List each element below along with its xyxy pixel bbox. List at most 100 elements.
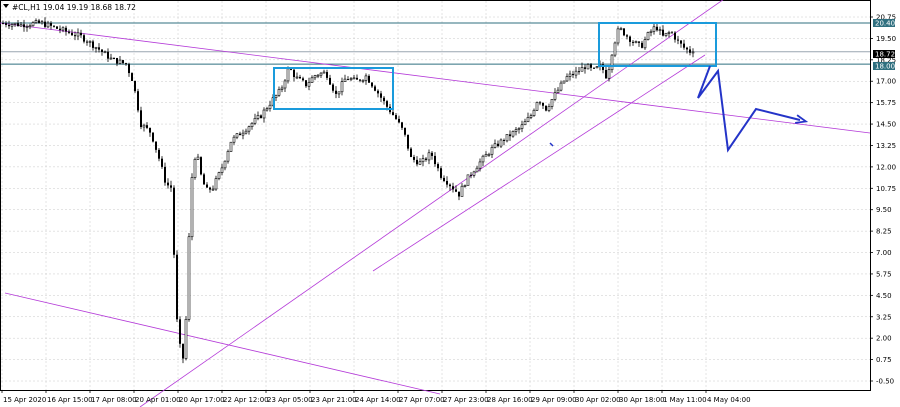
forecast-arrowhead [795, 114, 809, 124]
candle-body-up [214, 178, 218, 190]
candle-body-down [374, 86, 376, 91]
candle-body-down [200, 157, 202, 175]
candle-body-down [401, 122, 403, 128]
candle-body-down [179, 319, 181, 344]
candle-body-up [535, 102, 539, 111]
price-tag-current-text: 18.72 [875, 51, 895, 59]
plot-area[interactable] [0, 0, 871, 391]
candle-body-up [352, 77, 356, 80]
x-tick-label: 24 Apr 14:00 [355, 396, 401, 404]
price-tag-current: 18.72 [873, 50, 895, 59]
candle-body-up [493, 143, 497, 148]
candle-body-up [613, 42, 617, 56]
candle-body-down [134, 80, 136, 92]
candle-body-down [686, 47, 688, 50]
candle-body-up [13, 22, 17, 25]
candle-body-up [109, 57, 113, 60]
candle-body-up [499, 139, 503, 147]
candle-body-up [580, 67, 584, 72]
candle-body-up [307, 82, 311, 87]
candle-body-down [173, 187, 175, 255]
candle-body-down [65, 27, 67, 32]
candle-body-down [149, 127, 151, 133]
candle-body-up [619, 28, 623, 30]
candle-body-down [689, 49, 691, 53]
candle-body-up [283, 80, 287, 89]
candle-body-up [61, 27, 65, 31]
stray-mark [549, 142, 554, 147]
candle-body-up [526, 117, 530, 122]
candle-body-down [113, 58, 115, 60]
candle-body-down [68, 31, 70, 33]
candle-body-up [643, 39, 647, 49]
candle-body-up [76, 32, 80, 37]
candle-body-down [677, 39, 679, 41]
candle-body-down [5, 23, 7, 25]
candle-body-up [274, 94, 278, 98]
candle-body-down [176, 254, 178, 320]
y-tick-label: 12.00 [876, 163, 896, 171]
candle-body-up [472, 171, 476, 176]
symbol-dropdown-icon[interactable] [3, 4, 9, 8]
candle-body-down [593, 67, 595, 69]
candle-body-up [523, 121, 527, 126]
candle-body-up [514, 129, 518, 132]
x-tick-label: 20 Apr 01:00 [135, 396, 181, 404]
candle-body-down [683, 43, 685, 48]
candle-body-up [667, 32, 671, 34]
candle-body-up [556, 89, 560, 94]
candle-body-down [182, 343, 184, 359]
candle-body-up [193, 158, 197, 178]
y-tick-label: 2.00 [876, 335, 892, 343]
candle-body-down [206, 184, 208, 188]
candle-body-down [674, 32, 676, 40]
candle-body-down [59, 28, 61, 31]
candle-body-down [605, 69, 607, 79]
candle-body-up [562, 80, 566, 84]
candle-body-up [586, 64, 590, 70]
candle-body-down [371, 82, 373, 87]
candle-body-up [568, 73, 572, 77]
candle-body-up [463, 185, 467, 187]
candle-body-up [691, 51, 695, 54]
symbol-label: #CL,H1 19.04 19.19 18.68 18.72 [12, 3, 136, 12]
trend-line [372, 54, 706, 272]
candle-body-up [559, 82, 563, 91]
y-tick-label: 9.50 [876, 206, 892, 214]
candle-body-down [437, 164, 439, 169]
candle-body-up [244, 130, 248, 134]
candle-body-up [10, 24, 14, 27]
candle-body-down [98, 47, 100, 50]
candle-body-down [380, 93, 382, 98]
forecast-polyline [697, 65, 801, 153]
candle-body-down [377, 90, 379, 94]
price-tag-upper: 20.40 [873, 19, 895, 28]
x-tick-label: 15 Apr 2020 [3, 396, 46, 404]
candle-body-down [23, 24, 25, 28]
candle-body-down [503, 139, 505, 141]
candle-body-down [602, 64, 604, 70]
candle-body-down [626, 35, 628, 37]
candle-body-up [565, 76, 569, 82]
candle-body-down [56, 26, 58, 29]
candle-body-down [158, 149, 160, 159]
x-tick-label: 16 Apr 15:00 [47, 396, 93, 404]
candle-body-up [226, 151, 230, 162]
candle-body-down [326, 72, 328, 78]
candle-body-down [140, 110, 142, 128]
candle-body-down [446, 180, 448, 185]
range-box [273, 67, 394, 110]
candle-body-up [232, 136, 236, 143]
candle-body-down [629, 36, 631, 42]
y-tick-label: 17.00 [876, 78, 896, 86]
candle-body-down [17, 23, 19, 27]
candle-body-up [343, 78, 347, 82]
range-box [598, 22, 717, 67]
candle-body-up [481, 155, 485, 163]
candle-body-up [247, 126, 251, 132]
candle-body-down [497, 143, 499, 147]
candle-body-up [553, 92, 557, 100]
